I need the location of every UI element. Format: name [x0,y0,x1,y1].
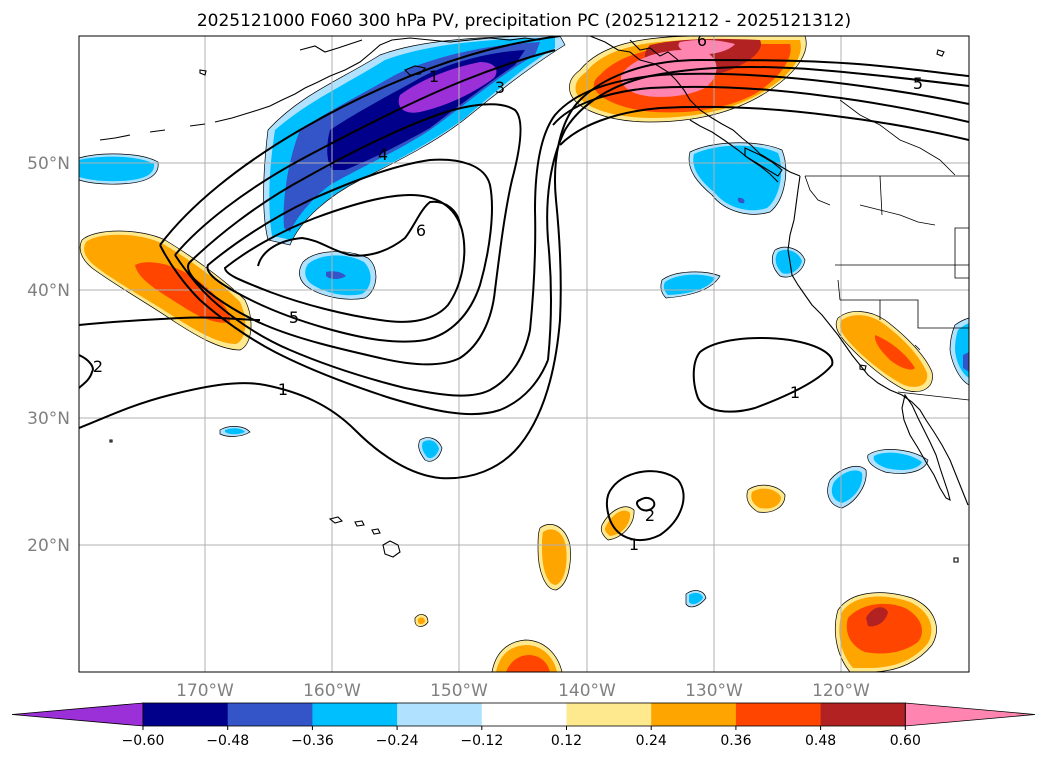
lon-label: 150°W [430,681,488,701]
contour-label: 5 [913,74,923,93]
longitude-labels: 170°W 160°W 150°W 140°W 130°W 120°W [176,681,870,701]
lat-label: 20°N [27,536,70,556]
contour-label: 2 [93,357,103,376]
colorbar-tick-label: −0.12 [460,733,503,749]
lat-label: 40°N [27,281,70,301]
colorbar-extend-low [11,702,144,727]
colorbar-frame [142,702,906,727]
colorbar-tick-label: −0.48 [206,733,249,749]
lon-label: 130°W [685,681,743,701]
gridlines [79,36,969,672]
colorbar-tick-label: −0.24 [376,733,419,749]
contour-label: 1 [429,67,439,86]
colorbar-tick-label: 0.36 [720,733,751,749]
lon-label: 140°W [558,681,616,701]
colorbar-tick-label: −0.60 [122,733,165,749]
map-background [79,36,969,672]
colorbar-tick-label: 0.60 [890,733,921,749]
colorbar-segment [651,703,737,726]
contour-label: 1 [629,535,639,554]
colorbar-tick-label: 0.12 [551,733,582,749]
lon-label: 120°W [812,681,870,701]
contour-label: 4 [378,145,388,164]
contour-label: 1 [278,380,288,399]
contour-label: 5 [289,308,299,327]
borders [804,99,969,401]
map-content: 1 1 1 1 2 2 3 4 5 5 6 6 [79,31,969,672]
colorbar-tick-label: −0.36 [291,733,334,749]
contour-label: 1 [790,383,800,402]
lon-label: 160°W [303,681,361,701]
map-frame [78,35,970,673]
colorbar-segment [735,703,822,726]
latitude-labels: 50°N 40°N 30°N 20°N [27,154,70,556]
colorbar-tick-label: 0.48 [805,733,836,749]
colorbar-segment [481,703,567,726]
colorbar: −0.60 −0.48 −0.36 −0.24 −0.12 0.12 0.24 0.36 0.4… [11,702,1036,749]
lon-label: 170°W [176,681,234,701]
contour-label: 3 [495,78,505,97]
colorbar-segment [143,703,229,726]
contour-label: 6 [416,221,426,240]
colorbar-segment [820,703,906,726]
colorbar-segment [566,703,652,726]
colorbar-segment [397,703,483,726]
colorbar-segment [312,703,398,726]
colorbar-segment [227,703,313,726]
lat-label: 30°N [27,409,70,429]
figure-title: 2025121000 F060 300 hPa PV, precipitatio… [197,11,851,31]
pv-contours [79,36,969,541]
colorbar-tick-label: 0.24 [636,733,667,749]
lat-label: 50°N [27,154,70,174]
pv-contour-labels: 1 1 1 1 2 2 3 4 5 5 6 6 [93,31,923,554]
contour-label: 2 [645,506,655,525]
contour-label: 6 [697,31,707,50]
colorbar-extend-high [904,702,1036,727]
coastlines [99,36,969,563]
